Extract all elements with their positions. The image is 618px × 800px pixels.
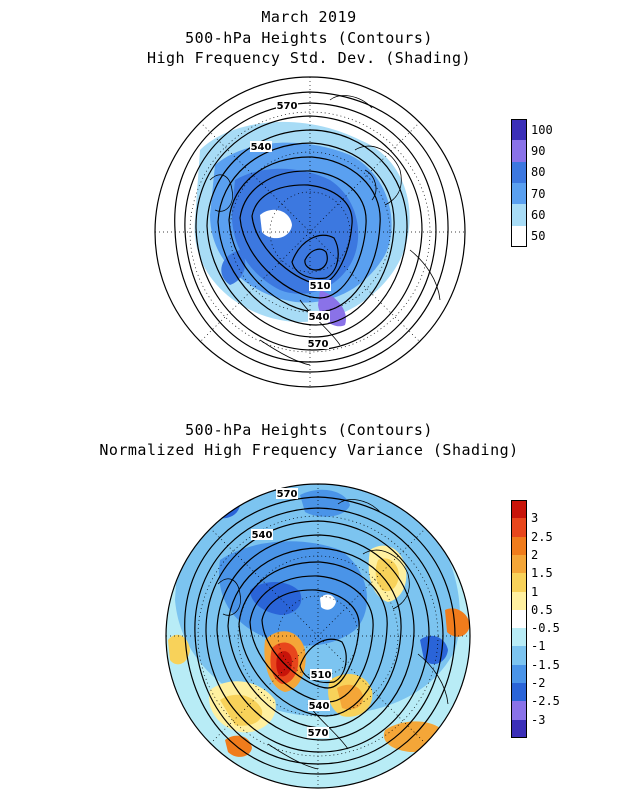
top-contour-label-510: 510 bbox=[310, 281, 331, 292]
top-colorbar: 100 90 80 70 60 50 bbox=[511, 119, 571, 248]
bottom-colorbar-swatch bbox=[511, 646, 527, 666]
bottom-colorbar-label: -1 bbox=[531, 639, 546, 654]
bottom-contour-label-570-north: 570 bbox=[277, 489, 298, 500]
top-coastlines bbox=[209, 95, 441, 366]
bottom-colorbar-swatch bbox=[511, 664, 527, 684]
bottom-colorbar-label: -2 bbox=[531, 676, 546, 691]
bottom-colorbar-swatch bbox=[511, 701, 527, 721]
bottom-colorbar-swatch bbox=[511, 500, 527, 519]
top-colorbar-swatch bbox=[511, 183, 527, 205]
bottom-contour-label-540-north: 540 bbox=[252, 530, 273, 541]
top-panel-title-line1: 500-hPa Heights (Contours) bbox=[185, 29, 433, 47]
bottom-height-contours bbox=[184, 496, 456, 775]
bottom-panel-title-line1: 500-hPa Heights (Contours) bbox=[185, 421, 433, 439]
top-height-contours bbox=[174, 91, 449, 373]
bottom-colorbar-label: 0.5 bbox=[531, 602, 553, 617]
bottom-colorbar-swatch bbox=[511, 683, 527, 702]
bottom-colorbar-swatch bbox=[511, 609, 527, 629]
bottom-colorbar-label: 2 bbox=[531, 547, 539, 562]
bottom-contour-label-540-south: 540 bbox=[309, 701, 330, 712]
bottom-colorbar-swatch bbox=[511, 518, 527, 538]
bottom-colorbar-label: -0.5 bbox=[531, 621, 560, 636]
top-panel-title-line2: High Frequency Std. Dev. (Shading) bbox=[146, 49, 472, 67]
bottom-colorbar-swatch bbox=[511, 554, 527, 574]
bottom-contour-label-510: 510 bbox=[311, 670, 332, 681]
bottom-colorbar-label: 1.5 bbox=[531, 566, 553, 581]
top-contour-label-540-north: 540 bbox=[251, 142, 272, 153]
bottom-colorbar-swatch bbox=[511, 719, 527, 739]
bottom-colorbar-label: -3 bbox=[531, 712, 546, 727]
top-colorbar-swatch bbox=[511, 161, 527, 184]
bottom-panel-title-line2: Normalized High Frequency Variance (Shad… bbox=[99, 441, 519, 459]
bottom-colorbar-swatch bbox=[511, 536, 527, 556]
top-lat-lon-grid bbox=[155, 77, 465, 387]
bottom-lat-lon-grid bbox=[166, 484, 470, 788]
top-colorbar-label: 60 bbox=[531, 208, 546, 222]
bottom-colorbar-label: 1 bbox=[531, 584, 539, 599]
bottom-colorbar-label: -2.5 bbox=[531, 694, 560, 709]
top-colorbar-label: 100 bbox=[531, 122, 553, 137]
month-title: March 2019 bbox=[261, 8, 357, 26]
bottom-coastlines bbox=[217, 499, 449, 770]
bottom-contour-labels: 570 540 510 540 570 bbox=[251, 488, 332, 739]
bottom-colorbar-frame bbox=[511, 500, 527, 738]
bottom-contour-label-570-south: 570 bbox=[308, 728, 329, 739]
top-colorbar-swatch bbox=[511, 119, 527, 141]
bottom-colorbar-label: 3 bbox=[531, 511, 539, 526]
bottom-colorbar: 3 2.5 2 1.5 1 0.5 -0.5 -1 -1.5 -2 -2.5 -3 bbox=[511, 500, 571, 739]
top-contour-label-540-south: 540 bbox=[309, 312, 330, 323]
bottom-colorbar-swatch bbox=[511, 591, 527, 611]
top-contour-label-570-north: 570 bbox=[277, 101, 298, 112]
bottom-colorbar-swatch bbox=[511, 573, 527, 593]
top-colorbar-swatch bbox=[511, 204, 527, 227]
bottom-polar-map: 570 540 510 540 570 bbox=[165, 483, 471, 789]
top-contour-labels: 570 540 510 540 570 bbox=[250, 100, 331, 350]
top-polar-map: 570 540 510 540 570 bbox=[154, 76, 466, 388]
top-colorbar-label: 50 bbox=[531, 229, 546, 244]
top-contour-label-570-south: 570 bbox=[308, 339, 329, 350]
top-colorbar-swatch bbox=[511, 140, 527, 163]
bottom-colorbar-label: 2.5 bbox=[531, 529, 553, 544]
top-colorbar-label: 90 bbox=[531, 144, 546, 158]
bottom-colorbar-swatch bbox=[511, 628, 527, 647]
top-colorbar-label: 80 bbox=[531, 165, 546, 180]
top-colorbar-swatch bbox=[511, 225, 527, 248]
bottom-colorbar-label: -1.5 bbox=[531, 657, 560, 672]
top-colorbar-label: 70 bbox=[531, 186, 546, 201]
top-colorbar-frame bbox=[511, 119, 527, 247]
